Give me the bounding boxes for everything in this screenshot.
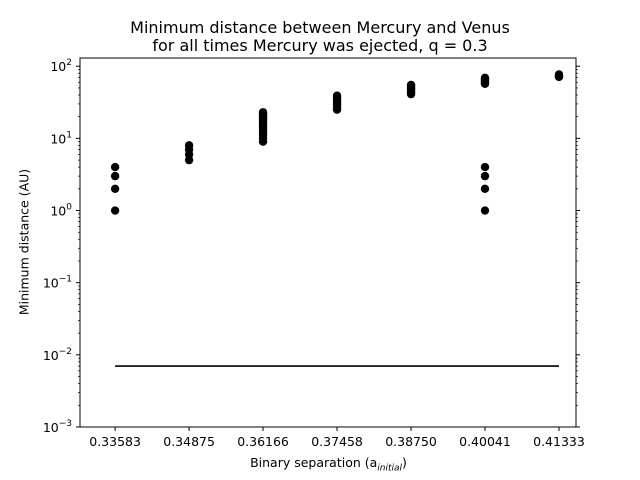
data-point-0-0 (110, 206, 120, 215)
x-axis-label-close: ) (402, 455, 407, 470)
plot-frame (79, 57, 577, 428)
y-tick-label-1: 10−2 (43, 347, 72, 363)
data-point-5-3 (480, 162, 490, 172)
x-tick-label-2: 0.36166 (237, 434, 289, 449)
data-point-0-3 (110, 162, 120, 172)
data-point-3-7 (332, 91, 342, 100)
y-tick-label-2: 10−1 (43, 275, 72, 291)
data-point-5-1 (480, 184, 490, 194)
x-tick-label-3: 0.37458 (311, 434, 363, 449)
data-point-5-10 (480, 73, 490, 83)
data-point-5-2 (480, 171, 490, 181)
x-tick-label-5: 0.40041 (459, 434, 511, 449)
y-axis-label: Minimum distance (AU) (16, 168, 32, 316)
data-point-0-1 (110, 184, 120, 194)
x-axis-label-subscript: initial (377, 463, 403, 474)
data-point-4-7 (406, 80, 416, 90)
x-tick-label-4: 0.38750 (385, 434, 437, 449)
data-point-6-3 (554, 70, 564, 79)
y-tick-label-3: 100 (50, 203, 72, 219)
x-axis-label: Binary separation (ainitial) (0, 455, 640, 474)
data-point-5-0 (480, 206, 490, 215)
chart-title-line-1: Minimum distance between Mercury and Ven… (130, 18, 510, 37)
x-tick-label-0: 0.33583 (89, 434, 141, 449)
x-tick-label-6: 0.41333 (533, 434, 585, 449)
y-tick-label-5: 102 (50, 58, 72, 74)
y-tick-label-0: 10−3 (43, 419, 72, 435)
x-tick-label-1: 0.34875 (163, 434, 215, 449)
x-axis-label-main: Binary separation (a (250, 455, 378, 470)
data-point-2-14 (258, 108, 268, 117)
data-point-1-3 (184, 141, 194, 150)
y-tick-label-4: 101 (50, 130, 72, 146)
data-point-0-2 (110, 171, 120, 181)
chart-title-line-2: for all times Mercury was ejected, q = 0… (152, 36, 488, 55)
